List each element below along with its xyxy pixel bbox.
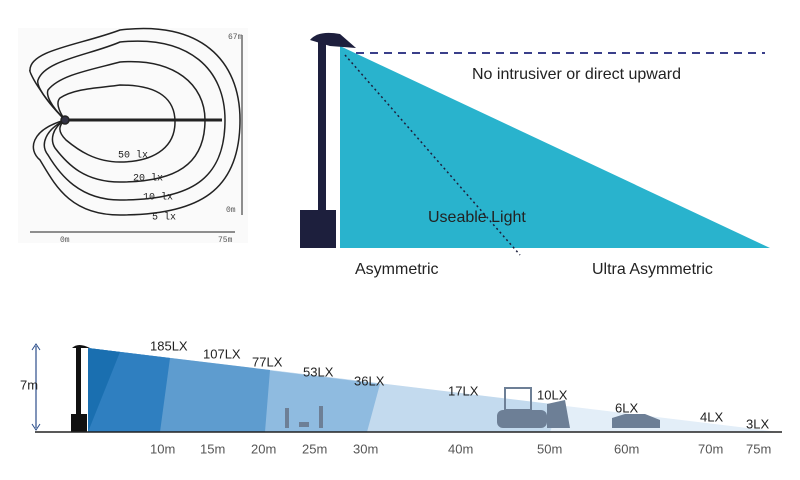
beam bbox=[88, 348, 120, 432]
note: No intrusiver or direct upward bbox=[472, 66, 681, 83]
car bbox=[612, 414, 660, 428]
distance-label: 60m bbox=[614, 441, 639, 456]
pole-base bbox=[71, 414, 87, 432]
distance-label: 20m bbox=[251, 441, 276, 456]
useable-line bbox=[344, 54, 521, 256]
person bbox=[285, 408, 289, 428]
dozer-body bbox=[497, 410, 547, 428]
person bbox=[319, 406, 323, 428]
distance-label: 50m bbox=[537, 441, 562, 456]
contour bbox=[37, 40, 226, 201]
lux-label: 10LX bbox=[537, 387, 568, 402]
scale-label: 75m bbox=[218, 236, 233, 245]
scale-label: 67m bbox=[228, 33, 243, 42]
contour-label: 5 lx bbox=[152, 212, 176, 224]
lux-label: 53LX bbox=[303, 364, 334, 379]
contour bbox=[29, 27, 241, 216]
lux-label: 77LX bbox=[252, 354, 283, 369]
lamp-head bbox=[72, 345, 90, 348]
lux-label: 17LX bbox=[448, 383, 479, 398]
contour-label: 20 lx bbox=[133, 173, 163, 185]
pole bbox=[318, 40, 326, 215]
lamp-head bbox=[310, 32, 356, 48]
contour-label: 50 lx bbox=[118, 150, 148, 162]
light-area bbox=[340, 46, 770, 248]
scale-label: 0m bbox=[60, 236, 70, 245]
distance-label: 15m bbox=[200, 441, 225, 456]
lux-label: 36LX bbox=[354, 373, 385, 388]
figures bbox=[285, 387, 660, 428]
lux-label: 185LX bbox=[150, 338, 188, 353]
distance-label: 30m bbox=[353, 441, 378, 456]
dozer-blade bbox=[547, 400, 570, 428]
pole bbox=[76, 346, 81, 426]
beam-label: Asymmetric bbox=[355, 261, 439, 278]
lux-label: 107LX bbox=[203, 346, 241, 361]
lux-label: 3LX bbox=[746, 416, 769, 431]
distance-label: 70m bbox=[698, 441, 723, 456]
lux-labels: 185LX 107LX 77LX 53LX 36LX 17LX 10LX 6LX 4LX 3LX bbox=[150, 338, 769, 431]
beam-diagram bbox=[300, 32, 770, 256]
distance-labels: 10m 15m 20m 25m 30m 40m 50m 60m 70m 75m bbox=[150, 441, 771, 456]
distance-label: 10m bbox=[150, 441, 175, 456]
lux-label: 6LX bbox=[615, 400, 638, 415]
distance-label: 40m bbox=[448, 441, 473, 456]
beam-label: Ultra Asymmetric bbox=[592, 261, 713, 278]
pole-point bbox=[60, 115, 70, 125]
scale-label: 0m bbox=[226, 206, 236, 215]
lux-label: 4LX bbox=[700, 409, 723, 424]
pole-base bbox=[300, 210, 336, 248]
height-label: 7m bbox=[20, 377, 38, 392]
contour bbox=[57, 84, 176, 163]
distance-label: 25m bbox=[302, 441, 327, 456]
contour-label: 10 lx bbox=[143, 192, 173, 204]
distance-label: 75m bbox=[746, 441, 771, 456]
arrow-heads bbox=[31, 343, 41, 431]
dog bbox=[299, 422, 309, 427]
isolux-diagram bbox=[18, 27, 248, 243]
illuminance-profile bbox=[31, 343, 782, 433]
useable-label: Useable Light bbox=[428, 209, 526, 226]
